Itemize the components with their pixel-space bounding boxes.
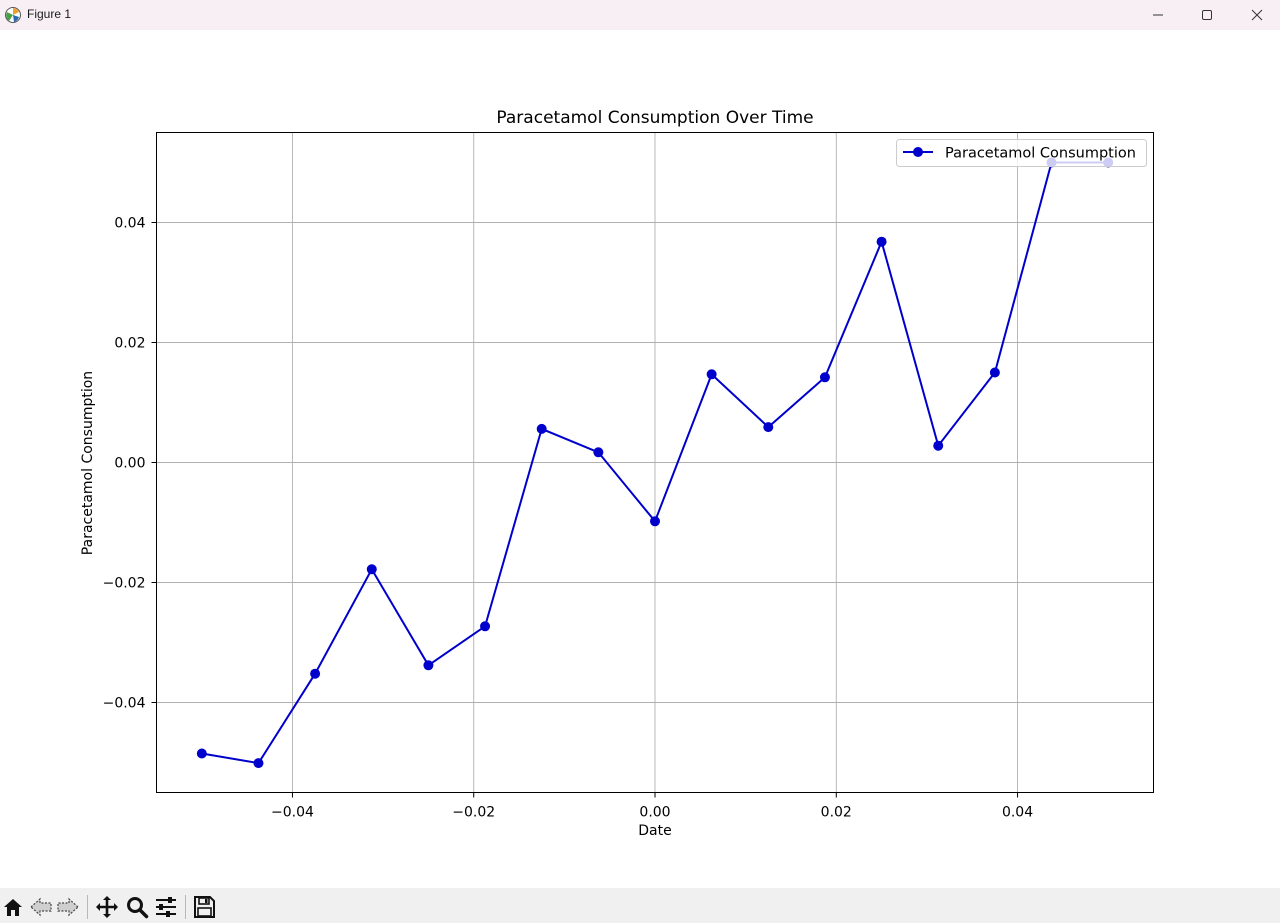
minimize-icon xyxy=(1153,14,1163,16)
home-button[interactable] xyxy=(0,894,26,920)
toolbar-separator xyxy=(87,895,88,919)
minimize-button[interactable] xyxy=(1135,0,1181,30)
x-tick-label: 0.04 xyxy=(1002,805,1033,821)
legend-box xyxy=(896,139,1147,167)
data-point xyxy=(933,440,944,451)
x-tick-label: 0.02 xyxy=(821,805,852,821)
data-point xyxy=(310,668,321,679)
window-title: Figure 1 xyxy=(27,7,72,21)
y-tick-label: 0.04 xyxy=(114,216,145,232)
legend: Paracetamol Consumption xyxy=(896,139,1147,167)
x-tick-label: −0.02 xyxy=(452,805,495,821)
data-point xyxy=(876,236,887,247)
y-axis-label: Paracetamol Consumption xyxy=(80,371,96,555)
data-point xyxy=(819,372,830,383)
data-point xyxy=(480,621,491,632)
grid-lines xyxy=(156,132,1154,793)
x-tick-label: 0.00 xyxy=(639,805,670,821)
data-point xyxy=(989,367,1000,378)
forward-arrow-icon xyxy=(57,897,79,917)
close-icon xyxy=(1251,9,1263,21)
y-axis: −0.04 −0.02 0.00 0.02 0.04 xyxy=(103,216,157,712)
maximize-icon xyxy=(1202,10,1212,20)
forward-button[interactable] xyxy=(55,894,81,920)
series-layer xyxy=(196,157,1114,769)
data-point xyxy=(650,516,660,527)
y-tick-label: −0.02 xyxy=(103,576,146,592)
back-button[interactable] xyxy=(28,894,54,920)
x-tick-label: −0.04 xyxy=(271,805,314,821)
line-chart: Paracetamol Consumption Over Time −0.04−… xyxy=(80,108,1154,839)
data-point xyxy=(536,423,547,434)
toolbar-separator xyxy=(185,895,186,919)
x-axis-label: Date xyxy=(638,823,671,839)
y-tick-label: −0.04 xyxy=(103,696,146,712)
data-point xyxy=(366,564,377,575)
zoom-icon xyxy=(127,897,149,919)
save-icon xyxy=(194,896,215,918)
legend-marker xyxy=(913,147,923,157)
configure-subplots-button[interactable] xyxy=(153,894,179,920)
x-axis: −0.04 −0.02 0.00 0.02 0.04 xyxy=(271,792,1033,821)
y-tick-label: 0.00 xyxy=(114,456,145,472)
data-point xyxy=(196,748,207,759)
data-point xyxy=(593,447,604,458)
zoom-button[interactable] xyxy=(124,894,150,920)
data-point xyxy=(423,660,434,671)
matplotlib-icon xyxy=(5,7,21,23)
window-titlebar: Figure 1 xyxy=(0,0,1280,30)
pan-button[interactable] xyxy=(94,894,120,920)
close-button[interactable] xyxy=(1234,0,1280,30)
configure-subplots-icon xyxy=(156,897,176,917)
figure-canvas[interactable]: Paracetamol Consumption Over Time −0.04−… xyxy=(0,30,1280,888)
navigation-toolbar xyxy=(0,888,1280,923)
chart-title: Paracetamol Consumption Over Time xyxy=(496,108,813,128)
home-icon xyxy=(4,899,22,916)
y-tick-label: 0.02 xyxy=(114,336,145,352)
legend-label: Paracetamol Consumption xyxy=(945,146,1136,162)
maximize-button[interactable] xyxy=(1184,0,1230,30)
data-point xyxy=(253,758,264,769)
back-arrow-icon xyxy=(30,897,52,917)
save-button[interactable] xyxy=(191,894,217,920)
data-point xyxy=(706,369,717,380)
data-point xyxy=(763,422,774,433)
pan-icon xyxy=(96,896,118,918)
